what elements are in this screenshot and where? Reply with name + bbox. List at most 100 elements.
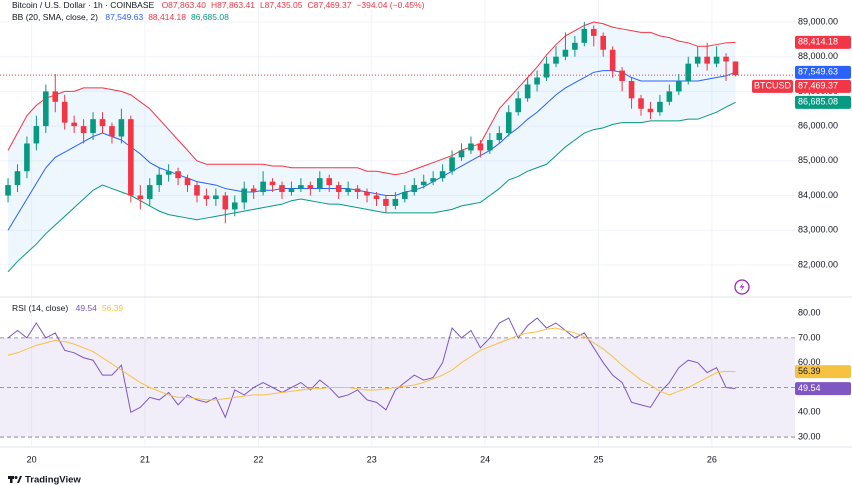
price-badge: [795, 365, 851, 379]
candle-body: [666, 91, 673, 102]
overlay-value: 87,549.63: [105, 12, 144, 22]
ohlc-value: O87,863.40: [161, 0, 206, 10]
ohlc-value: H87,863.41: [211, 0, 255, 10]
price-badge-label: 86,685.08: [798, 97, 838, 107]
candle-body: [307, 185, 314, 189]
rsi-tick-label: 80.00: [798, 307, 821, 317]
candle-body: [326, 178, 333, 186]
y-tick-label: 82,000.00: [798, 259, 838, 269]
candle-body: [118, 119, 125, 137]
candle-body: [345, 188, 351, 193]
candle-body: [203, 195, 210, 199]
x-tick-label: 25: [593, 454, 603, 464]
y-tick-label: 83,000.00: [798, 225, 838, 235]
price-badge: [795, 35, 851, 49]
candle-body: [543, 63, 550, 78]
price-badge-label: 56.39: [798, 366, 821, 376]
overlay-value: 86,685.08: [191, 12, 229, 22]
candle-body: [458, 150, 465, 158]
candle-body: [609, 49, 616, 71]
candle-body: [515, 98, 521, 113]
x-tick-label: 20: [27, 454, 37, 464]
logo-icon: [8, 476, 22, 483]
candle-body: [713, 56, 720, 64]
y-tick-label: 84,000.00: [798, 190, 838, 200]
y-tick-label: 89,000.00: [798, 16, 838, 26]
candle-body: [534, 77, 540, 85]
price-badge-label: 87,549.63: [798, 67, 838, 77]
candle-body: [109, 126, 115, 137]
candle-body: [298, 185, 304, 189]
candle-body: [156, 174, 162, 186]
candle-body: [175, 171, 181, 179]
rsi-line: [7, 327, 736, 401]
candle-body: [430, 178, 436, 182]
candle-body: [694, 56, 701, 64]
band-line: [7, 21, 736, 176]
indicator-value: 56.39: [101, 303, 124, 313]
candle-body: [354, 188, 361, 193]
candle-body: [553, 56, 559, 64]
alert-icon[interactable]: [734, 279, 750, 295]
candle-body: [732, 61, 739, 76]
logo-text: TradingView: [25, 475, 81, 485]
band-fill: [8, 22, 736, 272]
candle-body: [80, 126, 87, 134]
candle-body: [194, 185, 200, 196]
candle-body: [24, 143, 30, 172]
candle-body: [231, 202, 238, 210]
price-badge-label: 49.54: [798, 383, 821, 393]
candle-body: [33, 126, 40, 144]
rsi-line: [7, 317, 736, 419]
candle-body: [468, 143, 474, 151]
candle-body: [5, 185, 11, 196]
candle-body: [250, 188, 257, 193]
logo-shape: [10, 476, 13, 483]
candle-body: [279, 185, 285, 193]
price-badge: [795, 79, 851, 93]
candle-body: [222, 195, 229, 210]
candle-body: [704, 56, 710, 64]
overlay-label: BB (20, SMA, close, 2): [12, 12, 98, 22]
candle-body: [402, 192, 408, 199]
logo-shape: [14, 476, 18, 479]
candle-body: [723, 56, 729, 62]
price-badge: [795, 65, 851, 79]
price-badge-label: 87,469.37: [798, 81, 838, 91]
candle-body: [52, 91, 59, 102]
overlay-header: BB (20, SMA, close, 2) 87,549.63 88,414.1…: [12, 12, 234, 22]
candle-body: [487, 139, 493, 151]
candle-body: [505, 112, 512, 134]
price-badge-label: 88,414.18: [798, 37, 838, 47]
candle-body: [449, 157, 455, 172]
y-tick-label: 85,000.00: [798, 155, 838, 165]
x-tick-label: 23: [367, 454, 377, 464]
alert-bolt[interactable]: [739, 282, 745, 292]
candle-body: [496, 133, 503, 140]
candle-body: [562, 49, 569, 57]
candle-body: [685, 63, 692, 81]
candle-body: [477, 143, 484, 151]
alert-circle[interactable]: [734, 279, 750, 295]
rsi-tick-label: 60.00: [798, 357, 821, 367]
candle-body: [165, 171, 172, 175]
candle-body: [213, 195, 219, 199]
ohlc-value: C87,469.37: [307, 0, 352, 10]
candle-body: [392, 198, 399, 206]
indicator-value: 49.54: [75, 303, 97, 313]
x-tick-label: 21: [140, 454, 150, 464]
symbol-header: Bitcoin / U.S. Dollar · 1h · COINBASE O8…: [12, 0, 430, 10]
candle-body: [90, 119, 96, 134]
indicator-label: RSI (14, close): [12, 303, 69, 313]
candle-body: [335, 185, 342, 193]
rsi-tick-label: 40.00: [798, 407, 821, 417]
y-tick-label: 86,000.00: [798, 120, 838, 130]
candle-body: [638, 98, 644, 109]
candle-body: [61, 101, 68, 123]
rsi-tick-label: 70.00: [798, 332, 821, 342]
price-badge: [795, 382, 851, 396]
symbol-badge-label: BTCUSD: [754, 81, 792, 91]
candle-body: [619, 70, 625, 81]
candle-body: [184, 178, 191, 186]
